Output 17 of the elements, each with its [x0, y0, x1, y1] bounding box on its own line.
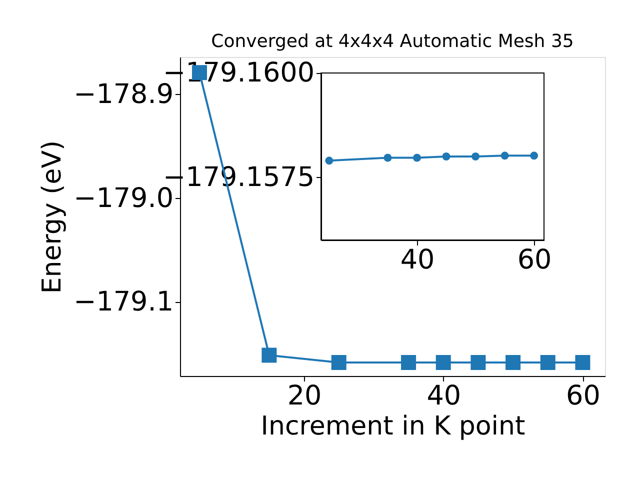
point — [540, 354, 556, 370]
y-axis-title: Energy (eV) — [38, 140, 68, 294]
x-tick-label: 60 — [517, 244, 552, 276]
x-tick-label: 40 — [426, 380, 462, 412]
point — [506, 354, 521, 370]
point — [575, 354, 590, 370]
point — [331, 354, 346, 370]
x-axis-title: Increment in K point — [260, 412, 526, 442]
x-tick-label: 40 — [400, 244, 435, 276]
y-tick-label: −179.1 — [74, 286, 174, 318]
chart-title: Converged at 4x4x4 Automatic Mesh 35 — [211, 31, 574, 52]
point — [401, 354, 416, 370]
x-tick-label: 60 — [566, 380, 600, 412]
point — [436, 354, 451, 370]
point — [470, 354, 486, 370]
x-tick-label: 20 — [287, 380, 322, 412]
point — [262, 348, 277, 363]
